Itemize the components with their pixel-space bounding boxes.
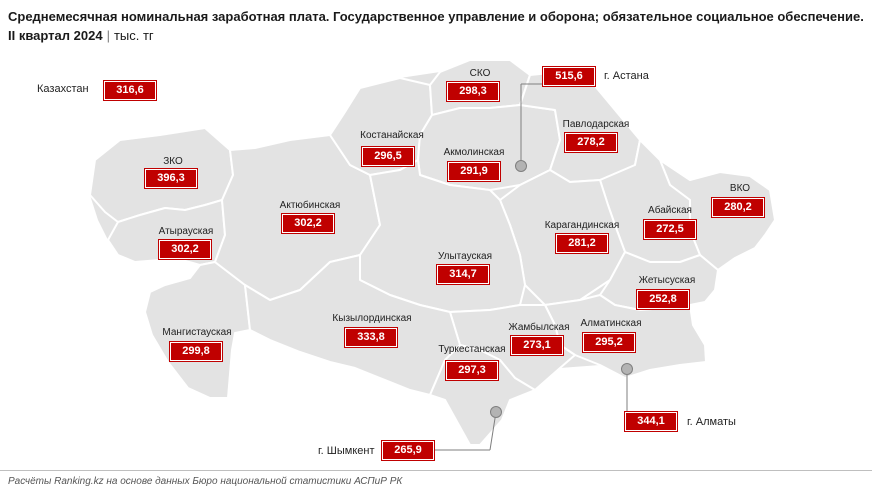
region-value-kyzylorda: 333,8 [345, 328, 397, 347]
chart-title: Среднемесячная номинальная заработная пл… [8, 9, 864, 24]
country-value: 316,6 [104, 81, 156, 100]
almaty-marker [621, 363, 633, 375]
region-label-atyrau: Атырауская [158, 226, 214, 237]
region-value-kostanay: 296,5 [362, 147, 414, 166]
region-value-zko: 396,3 [145, 169, 197, 188]
city-label-almaty: г. Алматы [687, 416, 736, 428]
region-value-atyrau: 302,2 [159, 240, 211, 259]
region-label-sko: СКО [469, 68, 491, 79]
unit-label: тыс. тг [113, 28, 154, 43]
region-label-turkestan: Туркестанская [438, 344, 506, 355]
city-label-astana: г. Астана [604, 70, 649, 82]
region-value-mangystau: 299,8 [170, 342, 222, 361]
city-value-shymkent: 265,9 [382, 441, 434, 460]
region-label-kostanay: Костанайская [360, 130, 424, 141]
region-label-zhetysu: Жетысуская [638, 275, 696, 286]
city-value-almaty: 344,1 [625, 412, 677, 431]
city-value-astana: 515,6 [543, 67, 595, 86]
region-label-pavlodar: Павлодарская [562, 119, 630, 130]
region-label-aktobe: Актюбинская [279, 200, 341, 211]
separator: | [106, 28, 110, 43]
region-value-pavlodar: 278,2 [565, 133, 617, 152]
region-value-akmola: 291,9 [448, 162, 500, 181]
region-value-zhambyl: 273,1 [511, 336, 563, 355]
shymkent-leader-line [489, 411, 497, 451]
period-label: II квартал 2024 [8, 28, 103, 43]
chart-subtitle: II квартал 2024 | тыс. тг [8, 26, 154, 45]
region-value-karaganda: 281,2 [556, 234, 608, 253]
region-value-vko: 280,2 [712, 198, 764, 217]
city-label-shymkent: г. Шымкент [318, 445, 375, 457]
region-label-zko: ЗКО [163, 156, 183, 167]
region-label-vko: ВКО [729, 183, 751, 194]
region-value-ulytau: 314,7 [437, 265, 489, 284]
region-value-aktobe: 302,2 [282, 214, 334, 233]
region-label-abai: Абайская [648, 205, 692, 216]
region-label-akmola: Акмолинская [443, 147, 505, 158]
shymkent-marker [490, 406, 502, 418]
region-label-mangystau: Мангистауская [162, 327, 232, 338]
region-value-sko: 298,3 [447, 82, 499, 101]
source-note: Расчёты Ranking.kz на основе данных Бюро… [8, 476, 403, 487]
region-value-zhetysu: 252,8 [637, 290, 689, 309]
country-label: Казахстан [37, 83, 89, 95]
astana-marker [515, 160, 527, 172]
region-value-abai: 272,5 [644, 220, 696, 239]
region-label-kyzylorda: Кызылординская [332, 313, 412, 324]
region-label-ulytau: Улытауская [437, 251, 493, 262]
footer-divider [0, 470, 872, 471]
region-label-almaty: Алматинская [580, 318, 642, 329]
region-shape-mangystau [144, 261, 251, 399]
region-value-turkestan: 297,3 [446, 361, 498, 380]
region-value-almaty: 295,2 [583, 333, 635, 352]
region-label-karaganda: Карагандинская [544, 220, 620, 231]
region-label-zhambyl: Жамбылская [508, 322, 570, 333]
